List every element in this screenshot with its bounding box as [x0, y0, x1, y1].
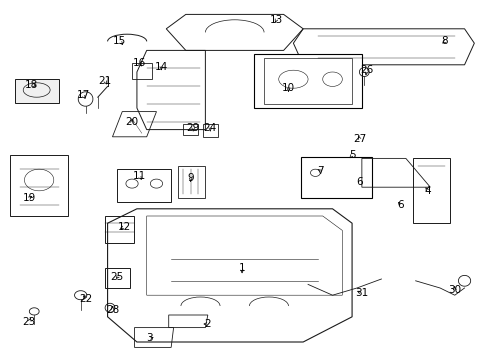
- Text: 8: 8: [441, 36, 447, 46]
- Text: 12: 12: [118, 222, 131, 232]
- Text: 13: 13: [269, 15, 283, 25]
- Text: 28: 28: [105, 305, 119, 315]
- Text: 22: 22: [79, 294, 92, 304]
- Text: 6: 6: [355, 177, 362, 187]
- Text: 21: 21: [98, 76, 112, 86]
- Text: 30: 30: [447, 285, 460, 295]
- Text: 24: 24: [203, 123, 217, 133]
- Text: 10: 10: [282, 83, 294, 93]
- Text: 20: 20: [125, 117, 138, 127]
- Text: 16: 16: [132, 58, 146, 68]
- Text: 6: 6: [397, 200, 404, 210]
- Text: 14: 14: [154, 62, 168, 72]
- Text: 26: 26: [359, 65, 373, 75]
- Text: 15: 15: [113, 36, 126, 46]
- Text: 23: 23: [22, 317, 36, 327]
- Text: 19: 19: [22, 193, 36, 203]
- Text: 5: 5: [348, 150, 355, 160]
- Text: 25: 25: [110, 272, 124, 282]
- Text: 4: 4: [424, 186, 430, 196]
- Text: 11: 11: [132, 171, 146, 181]
- Text: 31: 31: [354, 288, 368, 298]
- Text: 18: 18: [25, 80, 39, 90]
- Text: 17: 17: [76, 90, 90, 100]
- Bar: [254, 54, 361, 108]
- Text: 27: 27: [352, 134, 366, 144]
- Text: 7: 7: [316, 166, 323, 176]
- Text: 1: 1: [238, 263, 245, 273]
- Polygon shape: [15, 79, 59, 103]
- Text: 2: 2: [204, 319, 211, 329]
- Text: 9: 9: [187, 173, 194, 183]
- Text: 3: 3: [145, 333, 152, 343]
- Bar: [300, 157, 371, 198]
- Text: 29: 29: [186, 123, 200, 133]
